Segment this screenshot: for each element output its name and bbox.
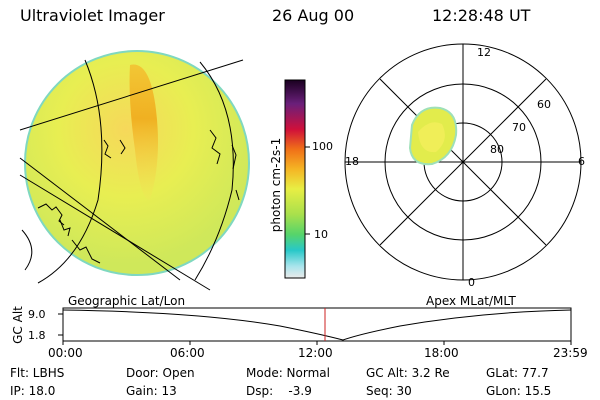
status-ip: IP: 18.0 <box>10 384 56 398</box>
mlt-label-18: 18 <box>345 155 359 168</box>
altitude-xtick-1800: 18:00 <box>424 346 459 360</box>
time-label: 12:28:48 UT <box>432 6 531 25</box>
mlat-label-70: 70 <box>512 121 526 134</box>
status-dsp: Dsp: -3.9 <box>246 384 312 398</box>
date-label: 26 Aug 00 <box>272 6 355 25</box>
altitude-xtick-2359: 23:59 <box>553 346 588 360</box>
altitude-xtick-0000: 00:00 <box>48 346 83 360</box>
status-gain: Gain: 13 <box>126 384 177 398</box>
altitude-xtick-0600: 06:00 <box>170 346 205 360</box>
altitude-ytick-9: 9.0 <box>28 308 46 321</box>
altitude-ylabel: GC Alt <box>11 306 25 344</box>
altitude-xtick-1200: 12:00 <box>298 346 333 360</box>
colorbar-tick-100: 100 <box>312 140 333 153</box>
mlt-label-12: 12 <box>477 46 491 59</box>
status-glon: GLon: 15.5 <box>486 384 552 398</box>
mlt-label-0: 0 <box>468 276 475 289</box>
status-door: Door: Open <box>126 366 195 380</box>
mlat-label-60: 60 <box>537 98 551 111</box>
colorbar-tick-10: 10 <box>314 228 328 241</box>
caption-apex: Apex MLat/MLT <box>426 294 516 308</box>
status-seq: Seq: 30 <box>366 384 412 398</box>
mlat-label-80: 80 <box>490 143 504 156</box>
status-filter: Flt: LBHS <box>10 366 65 380</box>
status-mode: Mode: Normal <box>246 366 330 380</box>
instrument-title: Ultraviolet Imager <box>20 6 165 25</box>
status-gc-alt: GC Alt: 3.2 Re <box>366 366 450 380</box>
caption-geographic: Geographic Lat/Lon <box>68 294 186 308</box>
altitude-ytick-1-8: 1.8 <box>28 329 46 342</box>
mlt-label-6: 6 <box>578 155 585 168</box>
status-glat: GLat: 77.7 <box>486 366 549 380</box>
